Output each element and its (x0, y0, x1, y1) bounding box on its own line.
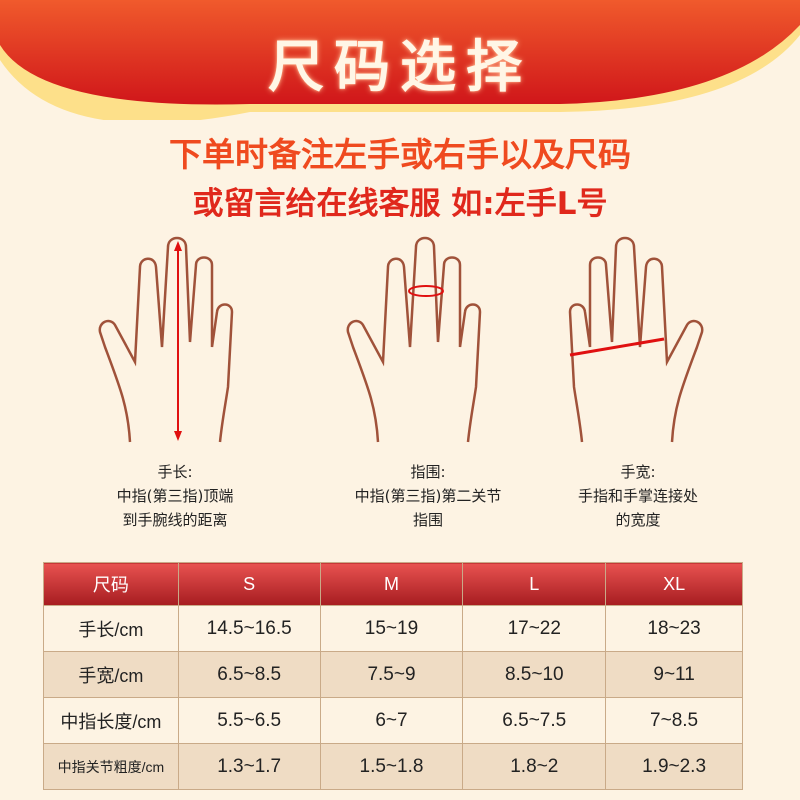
cell: 1.5~1.8 (319, 743, 464, 790)
hand-length-caption: 手长: 中指(第三指)顶端 到手腕线的距离 (116, 463, 234, 529)
cell: 8.5~10 (462, 651, 607, 698)
cell: 18~23 (605, 605, 743, 652)
header-s: S (177, 562, 321, 606)
table-header-row: 尺码 S M L XL (43, 562, 743, 606)
table-row: 手宽/cm 6.5~8.5 7.5~9 8.5~10 9~11 (43, 651, 743, 698)
cell: 9~11 (605, 651, 743, 698)
finger-circumference-caption: 指围: 中指(第三指)第二关节 指围 (354, 463, 502, 529)
table-row: 中指关节粗度/cm 1.3~1.7 1.5~1.8 1.8~2 1.9~2.3 (43, 743, 743, 790)
table-row: 手长/cm 14.5~16.5 15~19 17~22 18~23 (43, 605, 743, 652)
cell: 6.5~8.5 (177, 651, 321, 698)
header-l: L (462, 562, 607, 606)
title-banner (0, 0, 800, 120)
row-label: 中指长度/cm (43, 697, 179, 744)
row-label: 手宽/cm (43, 651, 179, 698)
row-label: 中指关节粗度/cm (43, 743, 179, 790)
cell: 1.9~2.3 (605, 743, 743, 790)
hand-width-caption: 手宽: 手指和手掌连接处 的宽度 (577, 463, 698, 529)
cell: 7.5~9 (319, 651, 464, 698)
hand-width-diagram (568, 236, 704, 443)
header-size: 尺码 (43, 562, 179, 606)
table-row: 中指长度/cm 5.5~6.5 6~7 6.5~7.5 7~8.5 (43, 697, 743, 744)
circumference-ring (408, 285, 444, 297)
cell: 1.8~2 (462, 743, 607, 790)
cell: 14.5~16.5 (177, 605, 321, 652)
cell: 6.5~7.5 (462, 697, 607, 744)
cell: 5.5~6.5 (177, 697, 321, 744)
page-title: 尺码选择 (268, 35, 532, 100)
header-m: M (319, 562, 464, 606)
row-label: 手长/cm (43, 605, 179, 652)
cell: 6~7 (319, 697, 464, 744)
cell: 1.3~1.7 (177, 743, 321, 790)
hand-length-diagram (98, 236, 234, 443)
cell: 17~22 (462, 605, 607, 652)
order-note-line2: 或留言给在线客服 如:左手L号 (192, 186, 608, 222)
cell: 15~19 (319, 605, 464, 652)
width-line (569, 337, 665, 357)
order-note-line1: 下单时备注左手或右手以及尺码 (169, 135, 631, 174)
size-table: 尺码 S M L XL 手长/cm 14.5~16.5 15~19 17~22 18~2… (43, 562, 743, 790)
finger-circumference-diagram (346, 236, 482, 443)
header-xl: XL (605, 562, 743, 606)
cell: 7~8.5 (605, 697, 743, 744)
